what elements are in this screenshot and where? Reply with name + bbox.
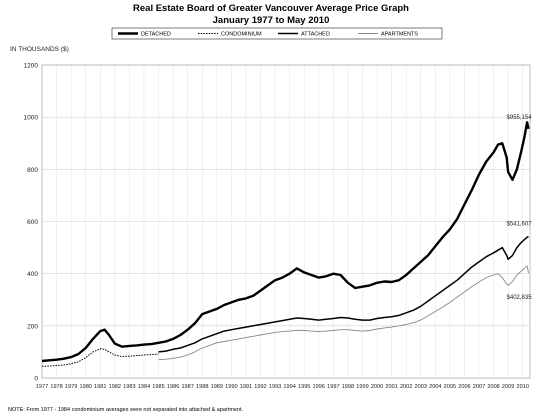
y-tick-label: 0 [34, 376, 38, 383]
x-tick-label: 2003 [415, 384, 427, 390]
x-tick-label: 1990 [225, 384, 237, 390]
x-tick-label: 1991 [240, 384, 252, 390]
x-tick-label: 1986 [167, 384, 179, 390]
value-annotation: $541,607 [507, 222, 533, 228]
x-tick-label: 2006 [458, 384, 470, 390]
x-tick-label: 1996 [313, 384, 325, 390]
legend-box [111, 27, 443, 40]
series-line-detached [41, 121, 530, 363]
value-annotation: $402,835 [507, 295, 533, 301]
x-tick-label: 1998 [342, 384, 354, 390]
x-tick-label: 2007 [473, 384, 485, 390]
x-tick-label: 1981 [94, 384, 106, 390]
x-tick-label: 1994 [283, 384, 295, 390]
series-group [41, 121, 530, 367]
x-tick-label: 1987 [181, 384, 193, 390]
x-tick-label: 1993 [269, 384, 281, 390]
y-tick-label: 200 [27, 323, 38, 330]
x-tick-label: 1977 [36, 384, 48, 390]
x-tick-label: 1995 [298, 384, 310, 390]
legend-label: CONDOMINIUM [221, 32, 262, 38]
x-tick-label: 1985 [152, 384, 164, 390]
y-tick-label: 1200 [24, 63, 39, 70]
x-tick-label: 1980 [79, 384, 91, 390]
legend-label: DETACHED [141, 32, 171, 38]
x-tick-label: 1989 [211, 384, 223, 390]
x-tick-label: 1978 [50, 384, 62, 390]
y-tick-label: 1000 [24, 115, 39, 122]
legend-label: ATTACHED [301, 32, 330, 38]
x-tick-label: 2000 [371, 384, 383, 390]
x-tick-label: 1992 [254, 384, 266, 390]
series-line-apartments [158, 265, 529, 361]
x-tick-label: 1982 [109, 384, 121, 390]
chart-subtitle: January 1977 to May 2010 [213, 15, 330, 26]
plot-frame [41, 64, 531, 379]
legend: DETACHED CONDOMINIUM ATTACHED APARTMENTS [111, 27, 443, 40]
annotations: $955,154 $541,607 $402,835 [507, 115, 533, 301]
chart-title: Real Estate Board of Greater Vancouver A… [133, 3, 409, 14]
legend-label: APARTMENTS [381, 32, 418, 38]
value-annotation: $955,154 [507, 115, 533, 121]
x-tick-label: 2009 [502, 384, 514, 390]
grid [41, 64, 531, 379]
y-tick-label: 800 [27, 167, 38, 174]
footnote: NOTE: From 1977 - 1984 condominium avera… [8, 407, 244, 413]
y-axis-label: IN THOUSANDS ($) [10, 46, 69, 53]
x-tick-label: 1988 [196, 384, 208, 390]
x-tick-label: 2005 [444, 384, 456, 390]
x-tick-label: 2002 [400, 384, 412, 390]
x-tick-label: 1997 [327, 384, 339, 390]
x-tick-label: 1979 [65, 384, 77, 390]
x-tick-label: 2008 [487, 384, 499, 390]
x-tick-label: 1984 [138, 384, 150, 390]
y-tick-label: 600 [27, 219, 38, 226]
x-tick-label: 1983 [123, 384, 135, 390]
series-line-attached [158, 235, 529, 353]
x-tick-label: 1999 [356, 384, 368, 390]
y-tick-label: 400 [27, 271, 38, 278]
x-tick-label: 2010 [516, 384, 528, 390]
x-tick-label: 2001 [385, 384, 397, 390]
x-tick-label: 2004 [429, 384, 441, 390]
